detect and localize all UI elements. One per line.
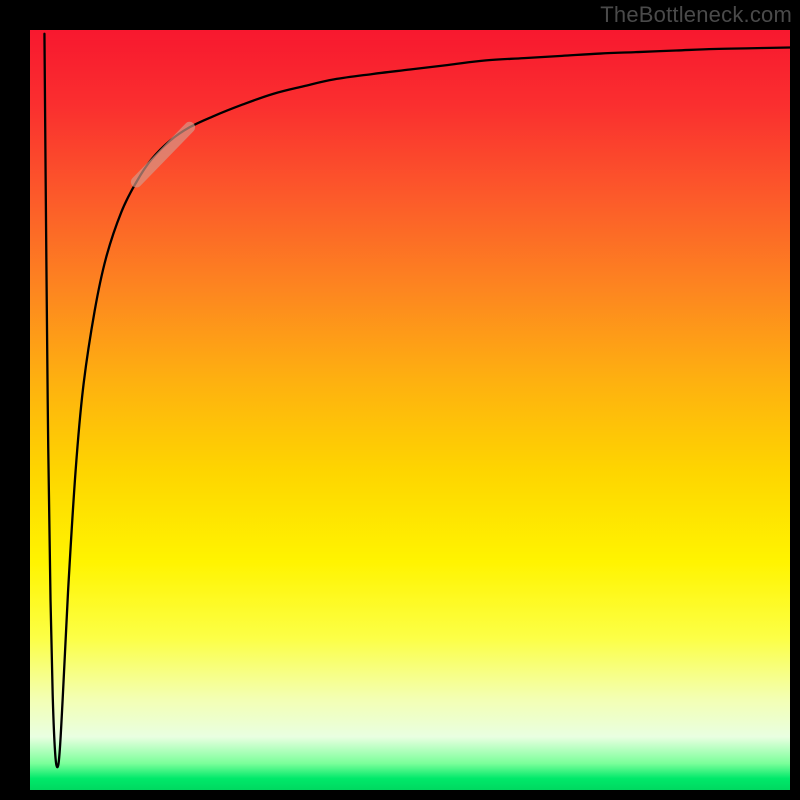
watermark-text: TheBottleneck.com bbox=[600, 2, 792, 28]
chart-plot-area bbox=[30, 30, 790, 790]
chart-background bbox=[30, 30, 790, 790]
chart-svg bbox=[30, 30, 790, 790]
